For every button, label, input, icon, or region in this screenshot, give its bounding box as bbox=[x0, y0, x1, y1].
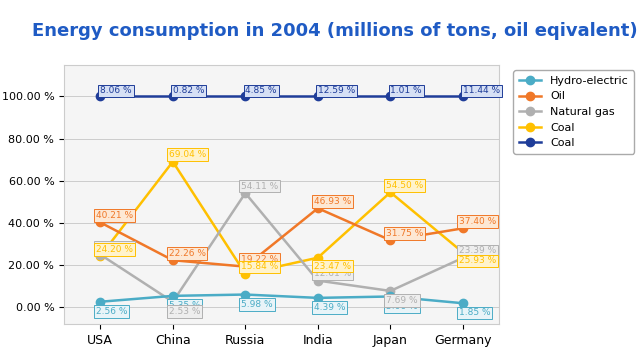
Text: 37.40 %: 37.40 % bbox=[459, 217, 496, 226]
Text: 22.26 %: 22.26 % bbox=[168, 249, 205, 258]
Text: 11.44 %: 11.44 % bbox=[463, 86, 500, 95]
Text: Energy consumption in 2004 (millions of tons, oil eqivalent): Energy consumption in 2004 (millions of … bbox=[32, 22, 637, 40]
Text: 40.21 %: 40.21 % bbox=[96, 211, 133, 220]
Text: 15.84 %: 15.84 % bbox=[241, 262, 278, 271]
Text: 12.61 %: 12.61 % bbox=[314, 269, 351, 278]
Text: 46.93 %: 46.93 % bbox=[314, 197, 351, 206]
Text: 2.56 %: 2.56 % bbox=[96, 307, 127, 316]
Text: 69.04 %: 69.04 % bbox=[168, 150, 206, 159]
Text: 5.35 %: 5.35 % bbox=[168, 301, 200, 310]
Text: 25.93 %: 25.93 % bbox=[459, 256, 496, 265]
Text: 23.39 %: 23.39 % bbox=[459, 246, 496, 255]
Text: 5.98 %: 5.98 % bbox=[241, 300, 273, 309]
Text: 7.69 %: 7.69 % bbox=[386, 296, 418, 305]
Text: 1.85 %: 1.85 % bbox=[459, 309, 490, 318]
Text: 5.06 %: 5.06 % bbox=[386, 302, 418, 311]
Text: 12.59 %: 12.59 % bbox=[318, 86, 355, 95]
Text: 54.11 %: 54.11 % bbox=[241, 182, 278, 191]
Legend: Hydro-electric, Oil, Natural gas, Coal, Coal: Hydro-electric, Oil, Natural gas, Coal, … bbox=[513, 70, 634, 154]
Text: 24.96 %: 24.96 % bbox=[96, 243, 133, 252]
Text: 31.75 %: 31.75 % bbox=[386, 229, 424, 238]
Text: 4.39 %: 4.39 % bbox=[314, 303, 345, 312]
Text: 54.50 %: 54.50 % bbox=[386, 181, 424, 190]
Text: 23.47 %: 23.47 % bbox=[314, 261, 351, 270]
Text: 0.82 %: 0.82 % bbox=[173, 86, 204, 95]
Text: 8.06 %: 8.06 % bbox=[100, 86, 132, 95]
Text: 24.20 %: 24.20 % bbox=[96, 245, 133, 254]
Text: 4.85 %: 4.85 % bbox=[245, 86, 277, 95]
Text: 1.01 %: 1.01 % bbox=[390, 86, 422, 95]
Text: 2.53 %: 2.53 % bbox=[168, 307, 200, 316]
Text: 19.22 %: 19.22 % bbox=[241, 255, 278, 264]
